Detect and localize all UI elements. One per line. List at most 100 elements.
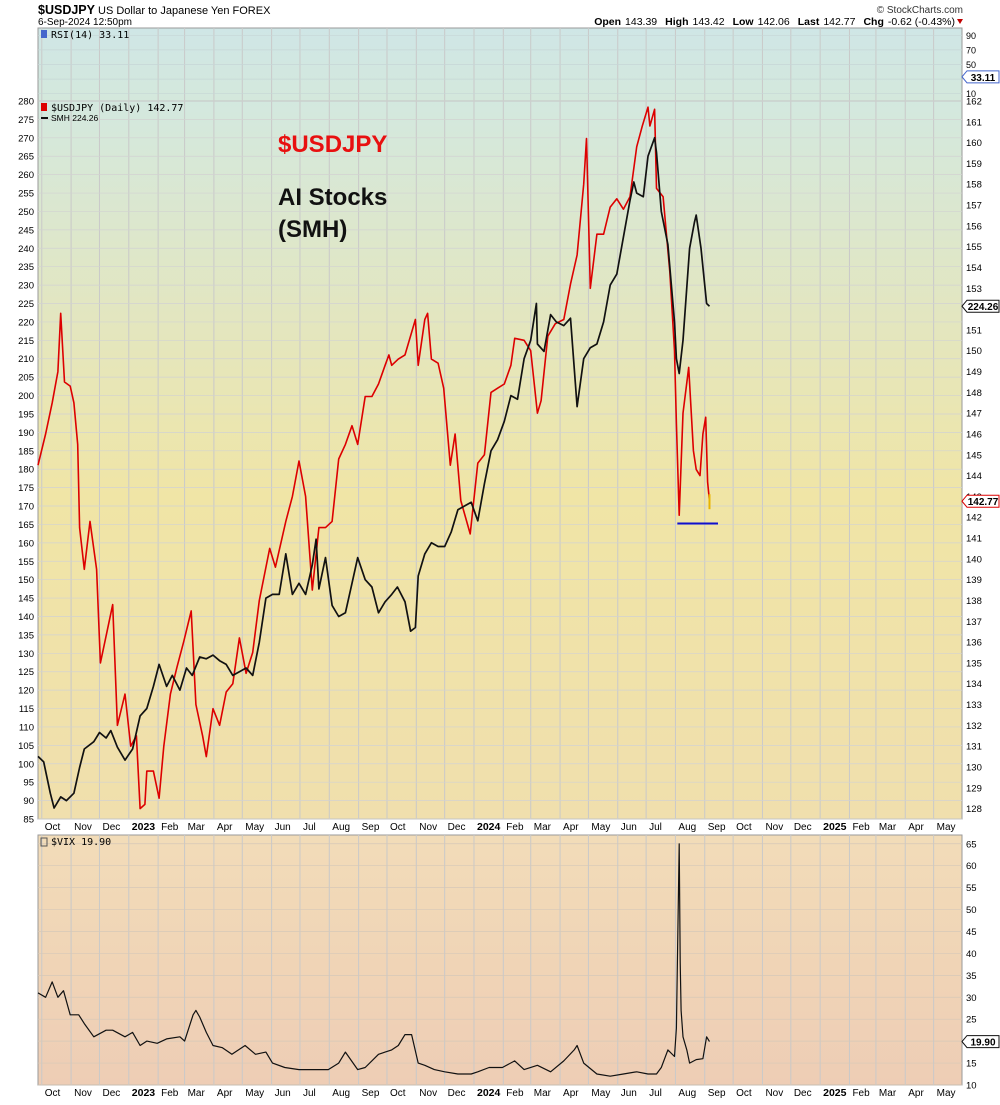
vix-x-tick-2: Dec <box>102 1088 120 1099</box>
right-y-tick-17: 145 <box>966 450 982 461</box>
low-value: 142.06 <box>758 16 790 28</box>
vix-x-tick-14: Dec <box>448 1088 466 1099</box>
vix-y-tick-10: 15 <box>966 1059 977 1070</box>
rsi-y-tick-1: 70 <box>966 45 976 55</box>
right-y-tick-30: 132 <box>966 721 982 732</box>
price-panel-bg <box>37 100 963 820</box>
rsi-y-tick-4: 10 <box>966 89 976 99</box>
vix-x-tick-23: Sep <box>708 1088 726 1099</box>
vix-x-tick-24: Oct <box>736 1088 752 1099</box>
right-y-tick-2: 160 <box>966 138 982 149</box>
vix-x-tick-19: May <box>591 1088 610 1099</box>
symbol-title: $USDJPY <box>38 3 96 17</box>
rsi-value-tag-text: 33.11 <box>971 73 996 84</box>
left-y-tick-37: 95 <box>23 778 34 789</box>
open-value: 143.39 <box>625 16 657 28</box>
vix-x-tick-26: Dec <box>794 1088 812 1099</box>
price-x-tick-3: 2023 <box>132 821 156 833</box>
symbol-description: US Dollar to Japanese Yen FOREX <box>98 5 271 17</box>
rsi-legend: RSI(14) 33.11 <box>41 30 129 41</box>
left-y-tick-28: 140 <box>18 612 34 623</box>
usdjpy-value-tag-text: 142.77 <box>968 497 999 508</box>
price-x-tick-27: 2025 <box>823 821 847 833</box>
left-y-tick-27: 145 <box>18 594 34 605</box>
price-x-tick-19: May <box>591 822 610 833</box>
left-y-tick-31: 125 <box>18 667 34 678</box>
annotation-ai-stocks: AI Stocks <box>278 184 387 211</box>
vix-x-tick-13: Nov <box>419 1088 437 1099</box>
price-x-tick-1: Nov <box>74 822 92 833</box>
right-y-tick-28: 134 <box>966 679 982 690</box>
usdjpy-series-line <box>37 106 711 810</box>
vix-x-tick-28: Feb <box>852 1088 870 1099</box>
right-y-tick-4: 158 <box>966 180 982 191</box>
high-value: 143.42 <box>692 16 724 28</box>
vix-x-tick-1: Nov <box>74 1088 92 1099</box>
last-label: Last <box>798 16 820 28</box>
left-y-tick-4: 260 <box>18 170 34 181</box>
rsi-value-tag: 33.11 <box>961 70 1000 84</box>
price-x-tick-26: Dec <box>794 822 812 833</box>
rsi-y-tick-2: 50 <box>966 60 976 70</box>
price-x-tick-8: Jun <box>275 822 291 833</box>
right-y-tick-15: 147 <box>966 409 982 420</box>
vix-y-tick-5: 40 <box>966 949 977 960</box>
price-x-tick-31: May <box>937 822 956 833</box>
price-x-tick-16: Feb <box>506 822 524 833</box>
vix-x-tick-4: Feb <box>161 1088 179 1099</box>
low-label: Low <box>733 16 755 28</box>
left-y-tick-9: 235 <box>18 262 34 273</box>
vix-value-tag-box <box>961 1035 1000 1049</box>
price-x-tick-0: Oct <box>45 822 61 833</box>
left-y-tick-33: 115 <box>19 704 34 715</box>
vix-y-tick-7: 30 <box>966 993 977 1004</box>
left-y-tick-2: 270 <box>18 133 34 144</box>
left-y-tick-18: 190 <box>18 428 34 439</box>
left-y-tick-11: 225 <box>18 299 34 310</box>
price-x-tick-4: Feb <box>161 822 179 833</box>
left-y-tick-34: 110 <box>19 722 34 733</box>
vix-x-tick-3: 2023 <box>132 1087 156 1099</box>
price-x-tick-2: Dec <box>102 822 120 833</box>
price-x-tick-5: Mar <box>188 822 206 833</box>
vix-x-tick-17: Mar <box>534 1088 552 1099</box>
vix-x-tick-30: Apr <box>908 1088 924 1099</box>
left-y-tick-19: 185 <box>18 446 34 457</box>
right-y-tick-9: 153 <box>966 284 982 295</box>
chart-date: 6-Sep-2024 12:50pm <box>38 17 132 28</box>
vix-x-tick-5: Mar <box>188 1088 206 1099</box>
left-y-tick-17: 195 <box>18 409 34 420</box>
price-x-tick-9: Jul <box>303 822 316 833</box>
ohlc-readout: Open 143.39 High 143.42 Low 142.06 Last 142.77 C… <box>594 16 955 28</box>
left-y-tick-39: 85 <box>23 815 34 826</box>
left-y-tick-29: 135 <box>18 630 34 641</box>
left-y-tick-21: 175 <box>18 483 34 494</box>
right-y-tick-16: 146 <box>966 429 982 440</box>
left-y-tick-25: 155 <box>18 557 34 568</box>
vix-x-tick-15: 2024 <box>477 1087 501 1099</box>
price-x-tick-29: Mar <box>879 822 897 833</box>
price-x-tick-21: Jul <box>649 822 662 833</box>
price-x-tick-15: 2024 <box>477 821 501 833</box>
chg-value: -0.62 (-0.43%) <box>888 16 955 28</box>
left-y-tick-24: 160 <box>18 538 34 549</box>
price-x-tick-13: Nov <box>419 822 437 833</box>
left-y-tick-38: 90 <box>23 796 34 807</box>
left-y-tick-12: 220 <box>18 317 34 328</box>
vix-series-line <box>37 843 711 1077</box>
vix-x-tick-8: Jun <box>275 1088 291 1099</box>
vix-x-tick-16: Feb <box>506 1088 524 1099</box>
right-y-tick-12: 150 <box>966 346 982 357</box>
right-y-tick-31: 131 <box>966 742 982 753</box>
right-y-tick-11: 151 <box>966 325 982 336</box>
vix-x-tick-11: Sep <box>362 1088 380 1099</box>
vix-x-tick-29: Mar <box>879 1088 897 1099</box>
right-y-tick-1: 161 <box>966 117 982 128</box>
right-y-tick-8: 154 <box>966 263 982 274</box>
rsi-y-tick-0: 90 <box>966 31 976 41</box>
right-y-tick-23: 139 <box>966 575 982 586</box>
left-y-tick-8: 240 <box>18 244 34 255</box>
vix-legend-text: $VIX 19.90 <box>51 837 111 848</box>
